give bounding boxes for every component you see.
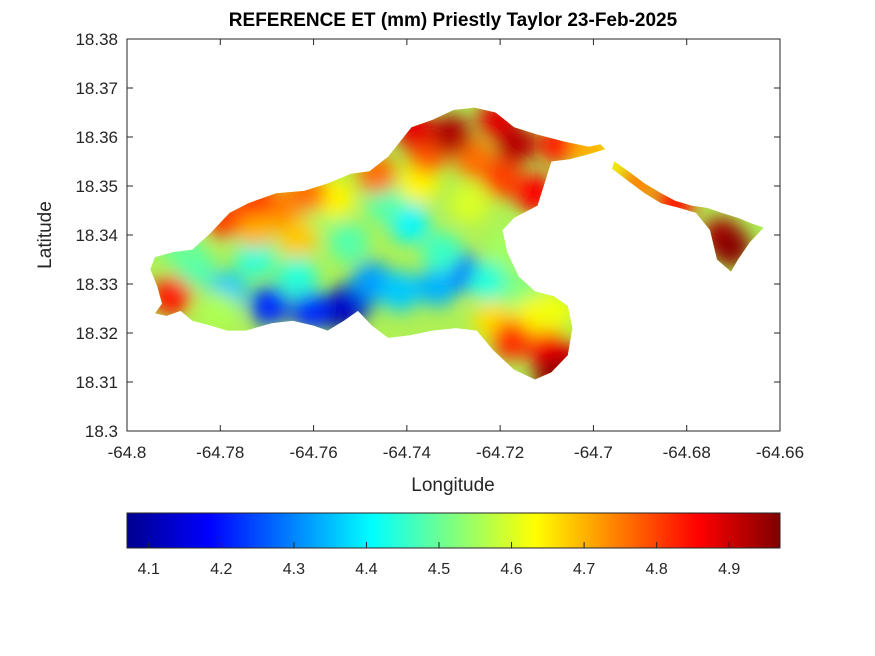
x-tick-label: -64.8 xyxy=(108,443,147,462)
et-field-sample xyxy=(431,114,472,155)
x-tick-label: -64.66 xyxy=(756,443,804,462)
colorbar-tick-label: 4.1 xyxy=(138,561,160,578)
x-tick-label: -64.76 xyxy=(289,443,337,462)
colorbar-tick-label: 4.5 xyxy=(428,561,450,578)
y-tick-label: 18.3 xyxy=(85,422,118,441)
y-tick-label: 18.38 xyxy=(75,30,118,49)
et-field-sample xyxy=(151,276,192,317)
et-field-sample xyxy=(277,256,318,297)
et-field-sample xyxy=(482,158,523,199)
y-tick-label: 18.35 xyxy=(75,177,118,196)
colorbar-tick-label: 4.9 xyxy=(718,561,740,578)
colorbar-tick-label: 4.7 xyxy=(573,561,595,578)
y-axis-label: Latitude xyxy=(35,201,56,269)
x-tick-label: -64.72 xyxy=(476,443,524,462)
et-field-sample xyxy=(491,320,532,361)
colorbar-ticks: 4.1 4.2 4.3 4.4 4.5 4.6 4.7 4.8 4.9 xyxy=(138,542,740,578)
x-tick-label: -64.78 xyxy=(196,443,244,462)
colorbar-tick-label: 4.3 xyxy=(283,561,305,578)
x-tick-label: -64.74 xyxy=(383,443,431,462)
et-field-sample xyxy=(235,237,276,278)
colorbar-tick-label: 4.4 xyxy=(355,561,377,578)
colorbar-gradient xyxy=(126,512,781,549)
x-tick-label: -64.7 xyxy=(574,443,613,462)
et-field-sample xyxy=(291,290,332,331)
et-field-sample xyxy=(421,232,462,273)
colorbar-tick-label: 4.8 xyxy=(646,561,668,578)
x-tick-label: -64.68 xyxy=(663,443,711,462)
x-axis-label: Longitude xyxy=(411,475,494,496)
y-tick-label: 18.36 xyxy=(75,128,118,147)
chart-title: REFERENCE ET (mm) Priestly Taylor 23-Feb… xyxy=(229,10,678,31)
colorbar: 4.1 4.2 4.3 4.4 4.5 4.6 4.7 4.8 4.9 xyxy=(126,512,781,578)
et-field-sample xyxy=(235,207,276,248)
colorbar-tick-label: 4.2 xyxy=(210,561,232,578)
y-axis: 18.3 18.31 18.32 18.33 18.34 18.35 18.36 18.37 1… xyxy=(75,30,780,441)
et-field-sample xyxy=(379,271,420,312)
et-field-sample xyxy=(449,183,490,224)
et-field-sample xyxy=(496,124,537,165)
et-field-sample xyxy=(468,261,509,302)
y-tick-label: 18.33 xyxy=(75,275,118,294)
et-field-sample xyxy=(328,222,369,263)
y-tick-label: 18.32 xyxy=(75,324,118,343)
et-field-sample xyxy=(249,286,290,326)
et-field-sample xyxy=(277,217,318,258)
y-tick-label: 18.31 xyxy=(75,373,118,392)
y-tick-label: 18.37 xyxy=(75,79,118,98)
y-tick-label: 18.34 xyxy=(75,226,118,245)
colorbar-tick-label: 4.6 xyxy=(500,561,522,578)
et-field-sample xyxy=(417,266,458,307)
et-field-sample xyxy=(198,290,238,331)
x-axis: -64.8 -64.78 -64.76 -64.74 -64.72 -64.7 -64.68… xyxy=(108,39,804,462)
